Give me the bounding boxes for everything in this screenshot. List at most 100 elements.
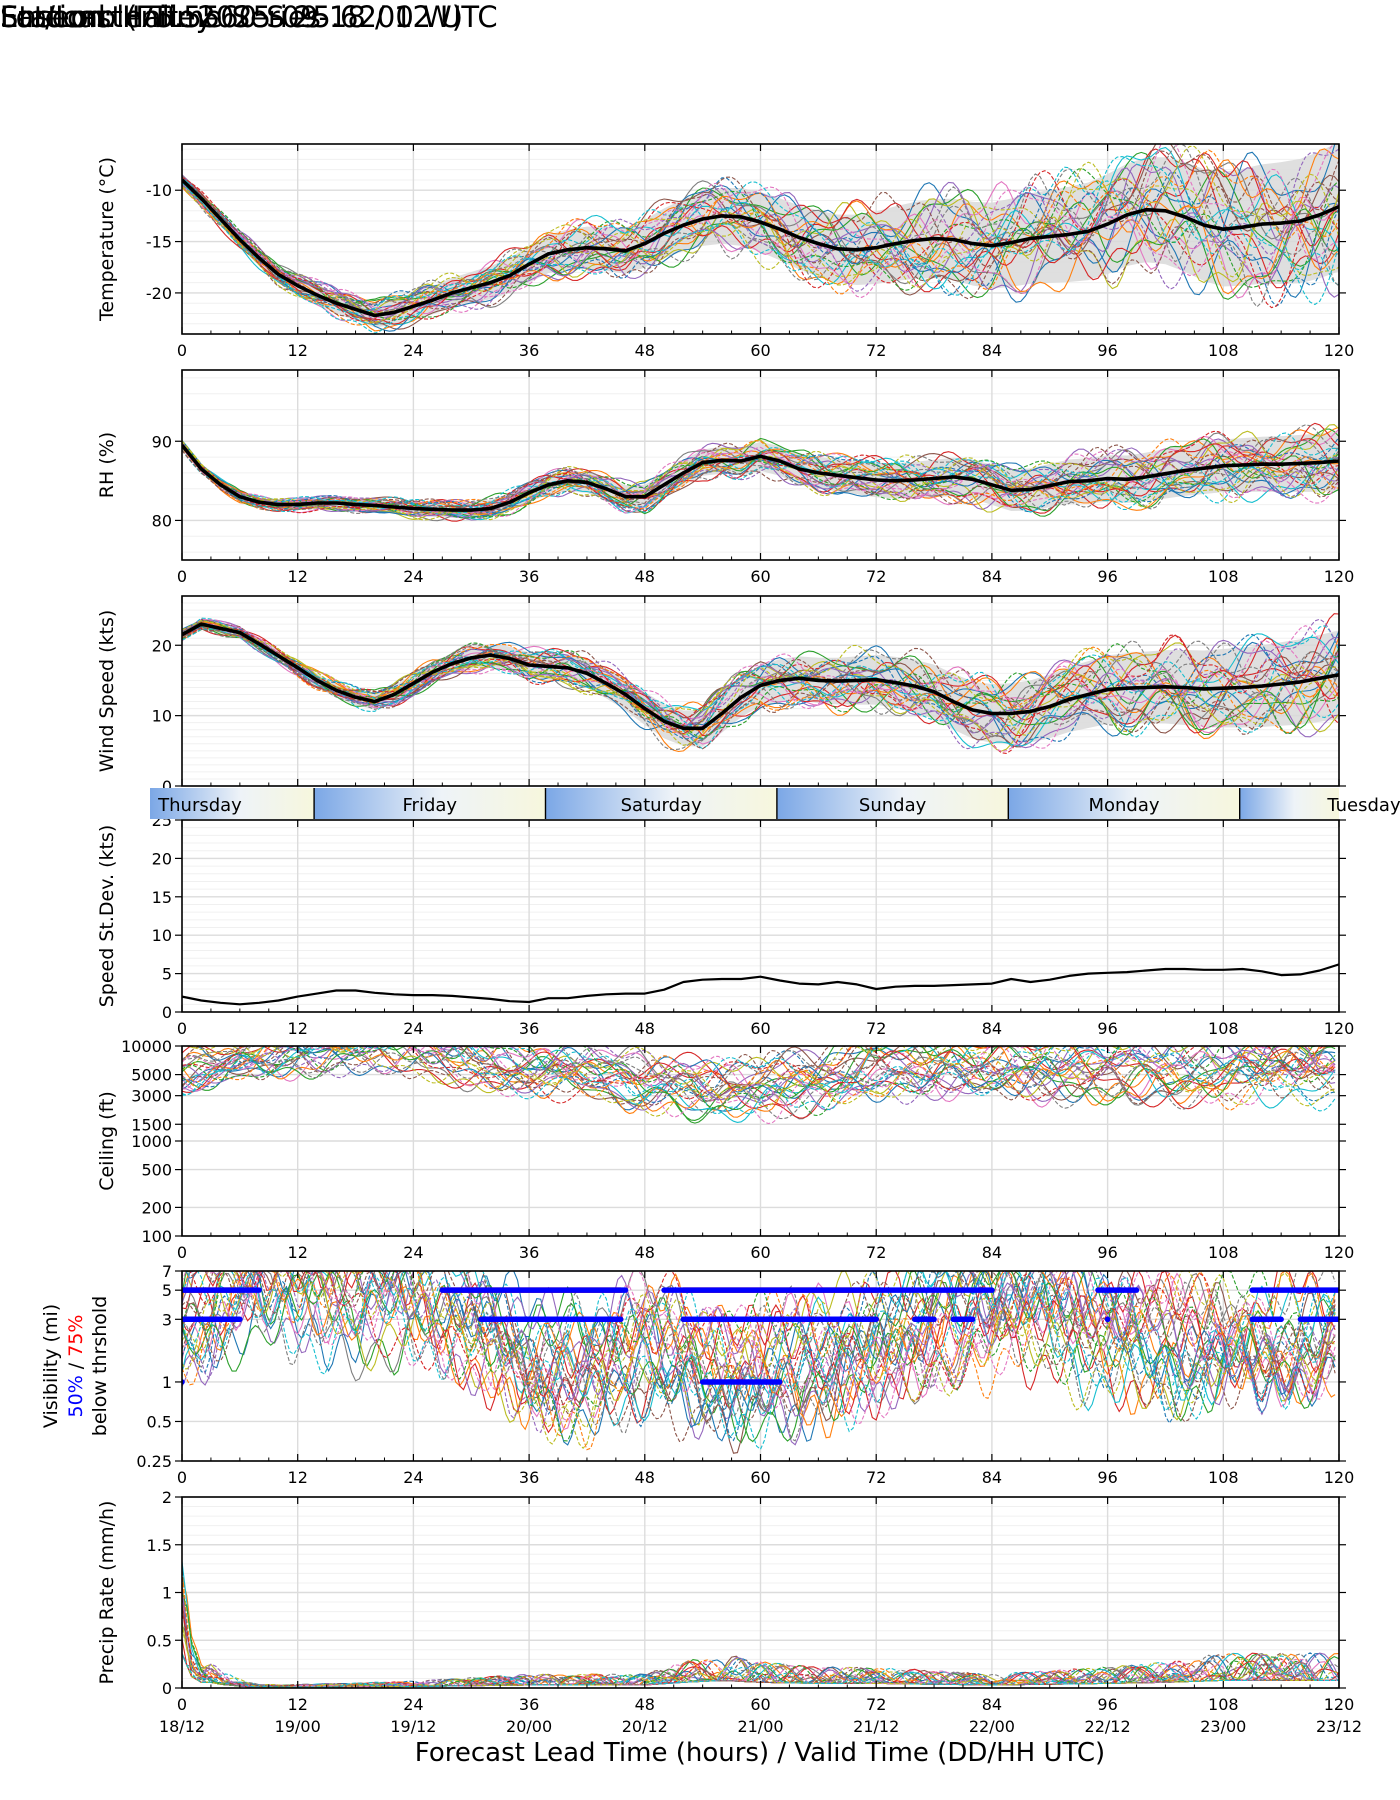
visibility-member-line [182,1271,1336,1443]
y-tick-label: -20 [146,284,172,303]
temperature-mean-point [702,218,704,220]
speed_stdev-mean-line [182,963,1339,1006]
rh-mean-point [837,475,839,477]
ceiling-plot-area [182,1046,1336,1125]
x-tick-label: 36 [519,1019,539,1038]
x-tick-label: 24 [403,1695,423,1714]
speed_stdev-plot-area [182,963,1339,1006]
temperature-mean-point [1184,216,1186,218]
visibility-member-line [182,1271,1336,1422]
ceiling-member-line [182,1046,1336,1109]
y-tick-label: 5000 [131,1066,172,1085]
temperature-mean-point [548,253,550,255]
wind_speed-plot-area [182,613,1339,754]
x-tick-label: 120 [1324,1243,1355,1262]
temperature-member-line [182,167,1339,316]
x-tick-label: 60 [750,341,770,360]
y-tick-label: 0.5 [147,1412,172,1431]
x-tick-label: 84 [982,567,1002,586]
wind_speed-mean-point [933,691,935,693]
wind_speed-mean-point [336,690,338,692]
x-tick-label: 120 [1324,1695,1355,1714]
temperature-member-line [182,162,1339,324]
valid-time-label: 23/12 [1316,1717,1362,1736]
rh-mean-point [316,502,318,504]
visibility-member-line [182,1271,1336,1442]
speed_stdev-mean-point [336,990,338,992]
wind_speed-mean-point [1300,681,1302,683]
rh-mean-point [509,501,511,503]
speed_stdev-mean-point [471,997,473,999]
x-tick-label: 120 [1324,341,1355,360]
y-tick-label: 80 [152,511,172,530]
temperature-mean-point [1126,214,1128,216]
rh-mean-point [336,502,338,504]
day-bar: Thursday Friday Saturday Sunday Monday Tuesda… [150,788,1400,819]
wind_speed-mean-point [1184,687,1186,689]
ceiling-member-line [182,1046,1336,1112]
y-tick-label: 0 [162,1679,172,1698]
wind_speed-mean-point [1030,711,1032,713]
speed_stdev-mean-point [258,1002,260,1004]
wind_speed-mean-point [760,685,762,687]
temperature-member-line [182,159,1339,307]
rh-mean-point [1319,462,1321,464]
wind_speed-member-line [182,618,1339,735]
temperature-member-line [182,166,1339,334]
wind_speed-mean-point [1049,706,1051,708]
temperature-mean-point [914,240,916,242]
speed_stdev-mean-point [953,984,955,986]
speed_stdev-mean-point [875,988,877,990]
day-label: Saturday [621,795,702,816]
x-tick-label: 0 [177,1695,187,1714]
rh-member-line [182,442,1339,515]
y-axis-label: RH (%) [96,432,118,498]
speed_stdev-mean-point [1203,969,1205,971]
x-tick-label: 84 [982,1468,1002,1487]
y-tick-label: 200 [141,1198,172,1217]
x-tick-label: 108 [1208,567,1239,586]
day-segment [1008,788,1240,819]
wind_speed-mean-point [528,664,530,666]
day-label: Thursday [157,795,242,816]
rh-mean-point [278,504,280,506]
rh-mean-point [355,504,357,506]
visibility-member-line [182,1271,1336,1428]
x-tick-label: 12 [288,1019,308,1038]
rh-mean-point [875,479,877,481]
temperature-member-line [182,150,1339,325]
wind_speed-mean-point [586,673,588,675]
y-tick-label: 10000 [121,1037,172,1056]
x-tick-label: 60 [750,1695,770,1714]
speed_stdev-mean-point [1010,978,1012,980]
visibility-member-line [182,1271,1336,1425]
temperature-mean-point [336,302,338,304]
temperature-mean-point [490,282,492,284]
ceiling-member-line [182,1046,1336,1115]
x-tick-label: 108 [1208,1468,1239,1487]
panel-wind_speed: 0 10 20 Wind Speed (kts) [96,595,1346,796]
temperature-mean-point [683,224,685,226]
wind_speed-mean-point [1126,687,1128,689]
temperature-member-line [182,149,1339,326]
temperature-mean-point [779,228,781,230]
rh-mean-point [432,509,434,511]
wind_speed-mean-point [740,697,742,699]
temperature-mean-point [740,216,742,218]
x-tick-label: 0 [177,1019,187,1038]
visibility-member-line [182,1271,1336,1442]
rh-member-line [182,432,1339,514]
wind_speed-mean-point [490,654,492,656]
ceiling-member-line [182,1046,1336,1119]
wind_speed-mean-point [413,683,415,685]
ceiling-member-line [182,1046,1336,1117]
precip-member-line [182,1653,1339,1688]
rh-mean-point [1145,476,1147,478]
ceiling-member-line [182,1046,1336,1105]
y-tick-label: 0 [162,777,172,796]
temperature-member-line [182,144,1336,332]
rh-mean-point [740,460,742,462]
y-tick-label: 5 [162,1281,172,1300]
rh-mean-point [1261,463,1263,465]
